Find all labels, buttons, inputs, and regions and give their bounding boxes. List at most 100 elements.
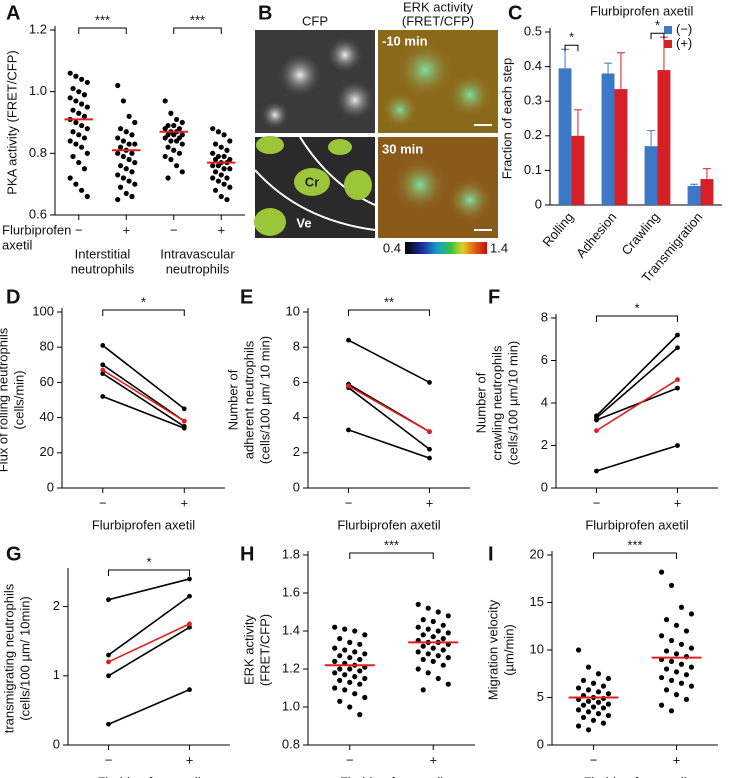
data-point: [123, 190, 129, 197]
y-axis-label: Fraction of each step: [499, 58, 514, 179]
data-point: [70, 85, 76, 92]
significance-label: *: [146, 554, 151, 569]
group-label: Interstitial: [75, 246, 131, 261]
y-axis-label: (cells/100 µm/10 min): [505, 341, 520, 466]
data-point: [352, 628, 358, 634]
x-axis-label: Flurbiprofen: [2, 222, 71, 237]
data-point: [420, 687, 426, 693]
data-point: [210, 163, 216, 169]
data-point: [210, 126, 216, 132]
data-point: [445, 655, 451, 661]
data-point: [445, 630, 451, 636]
data-point: [210, 175, 216, 181]
significance-bracket: [564, 44, 579, 52]
data-point: [346, 337, 351, 343]
data-point: [79, 187, 85, 193]
data-point: [123, 129, 129, 135]
y-tick-label: 0.8: [29, 145, 47, 160]
data-point: [362, 675, 368, 682]
data-point: [663, 687, 670, 693]
data-point: [430, 645, 436, 651]
bar: [601, 73, 615, 206]
data-point: [73, 98, 79, 104]
x-tick-label: −: [170, 222, 178, 237]
data-point: [658, 702, 665, 708]
y-tick-label: 1.0: [29, 83, 47, 98]
region-label: Cr: [305, 174, 319, 189]
data-point: [115, 196, 121, 203]
data-point: [440, 636, 446, 642]
data-point: [100, 367, 106, 373]
data-point: [171, 147, 177, 153]
data-point: [427, 455, 432, 461]
data-point: [346, 383, 351, 389]
significance-bracket: [348, 309, 430, 316]
data-point: [605, 675, 612, 682]
y-tick-label: 10: [530, 641, 544, 656]
data-point: [600, 683, 607, 689]
data-point: [595, 671, 602, 677]
data-point: [678, 661, 685, 667]
data-point: [675, 332, 680, 338]
significance-bracket: [349, 552, 434, 559]
data-point: [675, 377, 680, 383]
y-tick-label: 4: [541, 394, 548, 409]
data-point: [174, 138, 180, 144]
data-point: [425, 626, 431, 632]
bar: [700, 179, 714, 205]
legend-title: Flurbiprofen axetil: [590, 3, 693, 18]
x-tick-label: −: [346, 752, 354, 767]
y-tick-label: 8: [293, 339, 300, 354]
data-point: [81, 166, 88, 172]
significance-label: *: [634, 300, 639, 315]
data-point: [106, 597, 111, 603]
data-point: [100, 371, 106, 376]
panel-letter: C: [508, 2, 522, 24]
data-point: [575, 647, 582, 653]
data-point: [435, 653, 441, 659]
data-point: [594, 468, 599, 474]
data-point: [347, 679, 353, 685]
data-point: [347, 666, 353, 672]
data-point: [117, 126, 124, 132]
y-axis-label: Number of: [473, 372, 488, 433]
data-point: [420, 632, 426, 638]
data-point: [332, 645, 338, 651]
legend-swatch: [664, 26, 672, 34]
vessel-wall: [254, 136, 376, 231]
data-point: [187, 593, 192, 599]
data-point: [174, 116, 180, 123]
data-point: [126, 113, 132, 119]
data-point: [430, 634, 436, 640]
data-point: [342, 672, 348, 678]
data-point: [342, 626, 348, 632]
data-point: [575, 685, 582, 691]
data-point: [106, 652, 111, 658]
y-tick-label: 0: [537, 736, 544, 751]
y-axis-label: PKA activity (FRET/CFP): [4, 50, 19, 194]
data-point: [224, 175, 230, 181]
data-point: [595, 711, 602, 717]
data-point: [668, 708, 675, 714]
image-title: (FRET/CFP): [402, 13, 474, 28]
data-point: [352, 691, 358, 697]
data-point: [580, 714, 587, 721]
data-point: [162, 98, 168, 104]
data-point: [129, 150, 135, 156]
y-tick-label: 1.4: [282, 622, 300, 637]
data-point: [81, 135, 88, 141]
y-axis-label: (cells/100 µm/ 10 min): [257, 336, 272, 464]
colorbar: [405, 242, 487, 254]
significance-bracket: [650, 32, 665, 40]
y-tick-label: 0.3: [524, 93, 542, 108]
data-point: [580, 677, 587, 684]
cell-blob: [448, 178, 492, 222]
data-point: [100, 394, 106, 399]
data-point: [362, 651, 368, 657]
data-point: [352, 649, 358, 655]
data-point: [585, 664, 592, 670]
data-point: [595, 689, 602, 695]
data-point: [585, 687, 592, 693]
data-point: [126, 141, 132, 147]
